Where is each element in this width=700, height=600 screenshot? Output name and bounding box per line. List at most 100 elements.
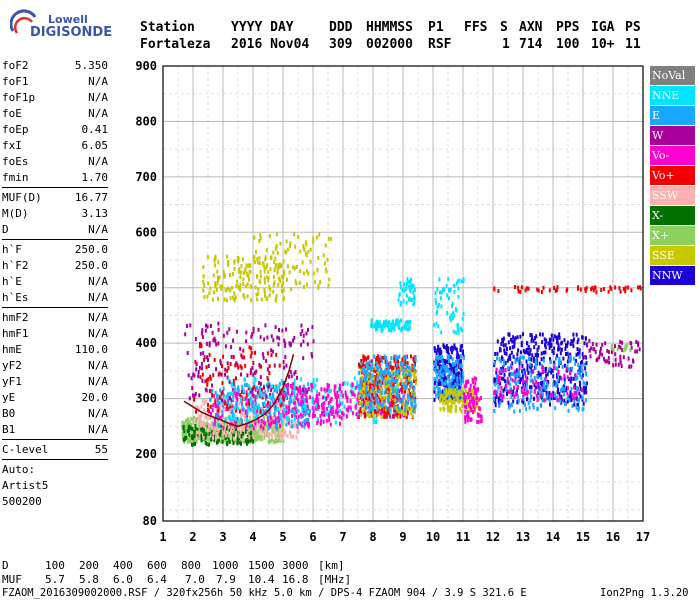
echo-point <box>541 367 544 372</box>
distance-value: 100 <box>45 559 65 572</box>
echo-point <box>611 344 613 348</box>
echo-point <box>285 250 288 255</box>
echo-point <box>285 415 288 420</box>
echo-point <box>221 410 224 415</box>
echo-point <box>202 351 205 356</box>
echo-point <box>403 356 406 361</box>
echo-point <box>553 346 556 351</box>
echo-point <box>343 381 346 386</box>
echo-point <box>450 346 453 351</box>
echo-point <box>208 431 211 436</box>
echo-point <box>316 389 318 394</box>
echo-point <box>204 411 207 416</box>
echo-point <box>569 390 572 395</box>
muf-value: 5.8 <box>79 573 99 586</box>
echo-point <box>434 380 436 385</box>
echo-point <box>368 406 371 411</box>
echo-point <box>560 388 562 393</box>
echo-point <box>262 393 265 398</box>
echo-point <box>550 396 553 401</box>
echo-point <box>533 388 536 393</box>
echo-point <box>197 374 200 379</box>
echo-point <box>258 434 261 439</box>
echo-point <box>473 401 476 406</box>
echo-point <box>195 362 198 367</box>
echo-point <box>566 396 569 401</box>
echo-point <box>577 406 580 411</box>
echo-point <box>283 365 286 370</box>
echo-point <box>384 381 387 386</box>
echo-point <box>323 395 326 400</box>
echo-point <box>526 376 529 381</box>
echo-point <box>527 356 530 361</box>
echo-point <box>568 394 571 399</box>
echo-point <box>197 436 200 441</box>
echo-point <box>307 249 310 254</box>
echo-point <box>375 410 378 415</box>
echo-point <box>406 367 409 372</box>
echo-point <box>217 428 220 433</box>
echo-point <box>436 374 438 379</box>
echo-point <box>566 399 569 404</box>
echo-point <box>495 374 498 379</box>
echo-point <box>339 387 342 391</box>
echo-point <box>522 355 525 360</box>
echo-point <box>449 367 452 372</box>
echo-point <box>451 362 454 367</box>
echo-point <box>215 414 218 419</box>
echo-point <box>516 335 519 340</box>
echo-point <box>512 389 515 394</box>
echo-point <box>460 363 463 368</box>
echo-point <box>453 400 456 405</box>
echo-point <box>254 378 257 383</box>
echo-point <box>297 414 300 419</box>
echo-point <box>217 296 219 301</box>
echo-point <box>523 386 526 391</box>
echo-point <box>256 409 259 414</box>
echo-point <box>251 365 254 370</box>
echo-point <box>583 390 586 395</box>
echo-point <box>450 388 453 393</box>
echo-point <box>237 402 240 407</box>
param-group-virtual-heights: h`F 250.0 h`F2 250.0 h`E N/A h`Es N/A <box>2 242 108 306</box>
echo-point <box>460 279 463 284</box>
echo-point <box>362 382 365 387</box>
echo-point <box>580 363 583 368</box>
param-value: N/A <box>88 107 108 120</box>
echo-point <box>584 354 587 359</box>
echo-point <box>319 280 322 285</box>
hdr-label-s: S <box>500 20 508 35</box>
echo-point <box>592 288 595 293</box>
echo-point <box>396 393 399 398</box>
echo-point <box>305 242 308 247</box>
echo-point <box>413 301 416 306</box>
echo-point <box>391 377 394 382</box>
echo-point <box>283 414 286 419</box>
echo-point <box>406 277 409 282</box>
echo-point <box>210 426 213 431</box>
echo-point <box>452 329 455 334</box>
echo-point <box>306 404 309 409</box>
echo-point <box>284 343 287 348</box>
echo-point <box>272 338 275 343</box>
echo-point <box>282 360 285 364</box>
echo-point <box>327 401 330 405</box>
echo-point <box>225 428 228 433</box>
echo-point <box>263 280 266 285</box>
echo-point <box>535 393 538 398</box>
echo-point <box>267 270 270 275</box>
echo-point <box>471 399 474 404</box>
echo-point <box>408 324 411 329</box>
echo-point <box>493 361 496 366</box>
hdr-value-pps: 100 <box>556 37 580 52</box>
echo-point <box>263 385 265 390</box>
echo-point <box>582 380 585 385</box>
distance-value: 3000 <box>282 559 309 572</box>
echo-point <box>262 416 265 420</box>
echo-point <box>214 256 217 261</box>
echo-point <box>433 389 436 394</box>
muf-value: 10.4 <box>248 573 275 586</box>
echo-point <box>472 404 475 409</box>
echo-point <box>199 417 202 422</box>
distance-value: 600 <box>147 559 167 572</box>
